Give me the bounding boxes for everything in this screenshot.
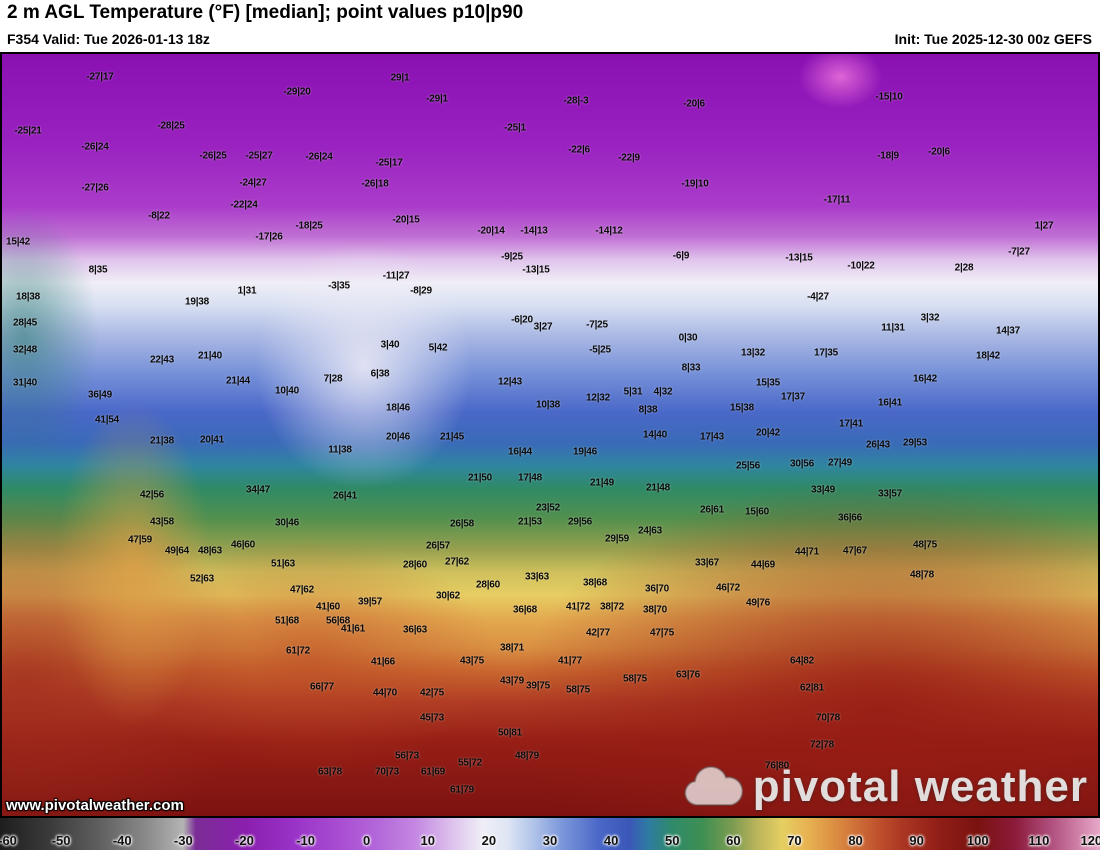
temperature-colorbar: -60 -50 -40 -30 -20 -10 0 10 20 30 40 50 60 70 80 90 100… [0, 818, 1100, 850]
page-title: 2 m AGL Temperature (°F) [median]; point… [7, 2, 524, 23]
colorbar-tick-label: 110 [1028, 833, 1050, 848]
watermark-url: www.pivotalweather.com [6, 797, 184, 814]
colorbar-tick-label: -10 [296, 833, 315, 848]
header: 2 m AGL Temperature (°F) [median]; point… [0, 0, 1100, 52]
colorbar-tick-label: 30 [542, 833, 558, 848]
colorbar-tick-label: -50 [51, 833, 71, 848]
colorbar-tick-label: 10 [420, 833, 435, 848]
colorbar-tick-label: 50 [664, 833, 680, 848]
colorbar-tick-label: 100 [966, 833, 989, 848]
colorbar-tick-label: 70 [787, 833, 802, 848]
colorbar-tick-label: 120 [1080, 833, 1100, 848]
brand-text: pivotal weather [752, 762, 1088, 811]
colorbar-tick-label: 40 [603, 833, 619, 848]
colorbar-tick-label: 20 [481, 833, 497, 848]
temperature-map [0, 52, 1100, 818]
pivotalweather-logo: pivotal weather [679, 762, 1088, 812]
colorbar-tick-label: -20 [235, 833, 254, 848]
colorbar-gradient [0, 818, 1100, 850]
valid-time-label: F354 Valid: Tue 2026-01-13 18z [7, 31, 210, 47]
colorbar-tick-label: -40 [112, 833, 132, 848]
colorbar-tick-label: 0 [363, 833, 371, 848]
colorbar-ticks: -60 -50 -40 -30 -20 -10 0 10 20 30 40 50 60 70 80 90 100… [0, 818, 1100, 850]
colorbar-tick-label: 60 [726, 833, 741, 848]
header-subrow: F354 Valid: Tue 2026-01-13 18z Init: Tue… [0, 29, 1100, 51]
colorbar-tick-label: 80 [848, 833, 863, 848]
cloud-icon [679, 765, 743, 809]
colorbar-tick-label: -60 [0, 833, 17, 848]
colorbar-tick-label: 90 [909, 833, 924, 848]
init-time-label: Init: Tue 2025-12-30 00z GEFS [894, 31, 1092, 47]
colorbar-tick-label: -30 [173, 833, 193, 848]
